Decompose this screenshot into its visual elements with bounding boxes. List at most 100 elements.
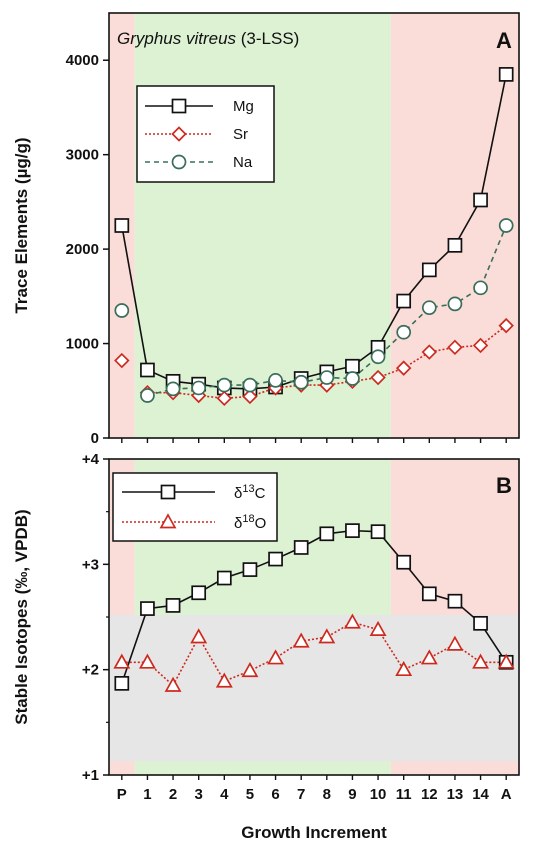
x-tick-label: 12 [421,786,438,803]
data-point [345,371,360,386]
x-tick-label: 6 [271,786,279,803]
data-point [319,526,335,542]
data-point [370,349,386,365]
data-point [370,369,386,386]
data-point [421,344,438,360]
panel-a-frame [108,12,520,439]
data-point [421,300,437,316]
legend-label: δ13C [234,483,266,502]
data-point [395,660,413,677]
data-point [114,303,130,318]
data-point [216,570,232,586]
data-point [165,381,181,397]
data-point [498,317,514,334]
data-point [114,218,130,233]
data-point [268,373,283,388]
data-point [318,628,336,644]
legend-label: Sr [233,126,248,143]
data-point [369,620,387,636]
x-tick-label: P [117,786,127,803]
panel-a-y-axis-label: Trace Elements (µg/g) [12,137,31,313]
y-tick-label: 3000 [66,147,99,164]
background-zone-3 [390,13,519,438]
data-point [140,388,155,403]
data-point [216,390,233,407]
data-point [191,380,207,396]
data-point [447,593,463,609]
panel-b-y-axis-label: Stable Isotopes (‰, VPDB) [12,509,31,724]
y-tick-label: 2000 [66,241,99,258]
legend-symbol: δ [234,485,242,502]
panel-a-legend: Mg Sr Na [136,85,275,183]
series-line-2 [121,621,507,687]
legend-label: Na [233,154,253,171]
data-point [140,362,155,378]
data-point [497,653,515,669]
y-tick-label: 1000 [66,336,99,353]
data-point [498,218,514,233]
data-point [473,192,488,208]
y-tick-label: 0 [91,430,99,447]
panel-a-background [109,13,519,438]
data-point [190,628,208,644]
data-point [242,562,258,577]
panel-a-letter: A [496,28,512,53]
x-tick-label: A [501,786,512,803]
data-point [242,377,258,393]
data-point [473,280,488,296]
panel-a-y-ticks: 0 1000 2000 3000 4000 [66,52,109,447]
data-point [114,352,130,369]
panel-a-x-ticks [121,438,507,443]
species-suffix: (3-LSS) [236,29,299,48]
legend-symbol: δ [234,515,242,532]
data-point [293,374,309,390]
data-point [268,551,283,567]
data-point [370,524,386,540]
panel-b: +1+2+3+4 P 1 2 3 4 5 6 7 8 9 10 11 12 13 14 A B δ13Cδ18… [12,451,520,803]
x-tick-label: 7 [297,786,305,803]
legend-label: Mg [233,98,254,115]
x-tick-label: 11 [396,786,412,803]
data-point [292,632,310,648]
y-tick-label: +2 [82,662,99,679]
data-point [191,585,207,601]
data-point [446,635,464,651]
data-point [267,649,285,665]
data-point [396,554,412,570]
legend-label: δ18O [234,513,266,532]
species-name: Gryphus vitreus [117,29,237,48]
data-point [345,523,360,538]
legend-superscript: 13 [242,483,254,495]
panel-a-markers [114,67,514,407]
data-point [140,601,155,616]
data-point [395,360,412,376]
data-point [447,339,463,356]
x-tick-label: 9 [348,786,356,803]
series-line-1 [121,529,507,684]
panel-b-letter: B [496,473,512,498]
data-point [472,653,490,669]
data-point [216,377,232,393]
data-point [396,324,412,340]
panel-a-species-title: Gryphus vitreus (3-LSS) [117,29,299,48]
data-point [165,598,181,613]
x-tick-label: 3 [195,786,203,803]
legend-marker [171,154,187,170]
legend-box [112,472,278,542]
data-point [293,540,309,555]
data-point [242,388,258,405]
x-tick-label: 10 [370,786,387,803]
x-axis-label: Growth Increment [241,823,387,842]
legend-marker [171,126,187,142]
y-tick-label: +3 [82,556,99,573]
x-tick-label: 5 [246,786,254,803]
series-line-1 [121,74,507,390]
data-point [343,613,361,629]
data-point [113,653,131,669]
data-point [498,67,514,82]
data-point [473,615,488,631]
data-point [164,676,182,692]
panel-b-frame [108,458,520,776]
legend-element: O [255,515,267,532]
